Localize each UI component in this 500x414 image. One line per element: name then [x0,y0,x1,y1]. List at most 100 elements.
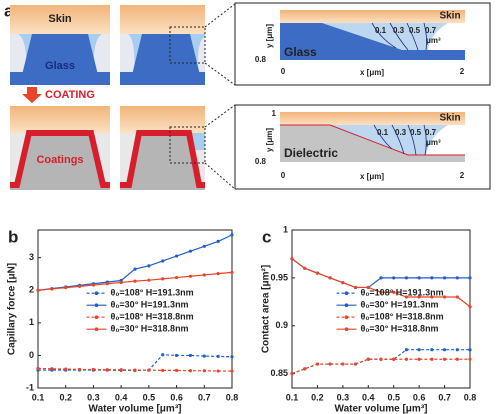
y-tick-label: 3 [29,252,34,262]
y-tick-label: 0.9 [275,320,288,330]
legend-label: θ₀=30° H=191.3nm [361,300,439,310]
data-point [50,287,54,291]
data-point [105,282,109,286]
data-point [119,280,123,285]
data-point [442,357,447,361]
volume-label: 0.1 [375,26,387,35]
data-point [392,290,396,294]
data-point [174,254,179,258]
data-point [430,348,434,352]
coating-label: Coatings [36,154,83,166]
x-tick-label: 2 [460,67,465,76]
data-point [315,271,320,275]
legend-label: θ₀=108° H=318.8nm [111,312,194,322]
data-point [315,362,320,366]
data-point [328,276,332,280]
x-tick-label: 0.5 [387,392,400,402]
x-tick-label: 0.4 [115,392,128,402]
line-chart: b 0.1 0.2 0.3 0.4 0.5 0.6 0.7 0.8 -1 0 1 2 3 Water vol… [7,227,239,414]
data-point [216,272,220,276]
data-point [174,368,179,373]
volume-label: 0.5 [409,26,421,35]
x-tick-label: 2 [460,171,465,180]
data-point [202,354,206,358]
y-tick-label: 2 [29,285,34,295]
x-tick-label: 0.2 [311,392,324,402]
legend-marker [344,327,349,332]
data-point [230,355,234,359]
panel-label: c [262,227,271,246]
data-point [188,249,193,253]
x-axis-label: Water volume [μm³] [89,404,182,414]
panel-label: b [8,227,18,246]
y-axis-label: Contact area [μm²] [261,265,272,353]
line-chart: c 0.1 0.2 0.3 0.4 0.5 0.6 0.7 0.8 0.85 0.9 0.95 1 Wat… [261,224,477,414]
data-point [303,266,307,270]
data-point [161,259,165,263]
data-point [230,233,234,237]
legend-marker [94,327,99,332]
data-point [303,367,307,371]
data-point [341,362,345,366]
y-tick-label: 1 [283,224,288,234]
data-point [442,295,447,299]
legend-marker [344,291,349,296]
y-axis-label: y [μm] [265,24,274,48]
volume-label: 0.3 [395,128,407,137]
data-point [417,348,421,352]
x-axis-label: Water volume [μm³] [335,404,428,414]
data-point [404,276,409,280]
glass-label: Glass [45,60,75,72]
volume-label: 0.7 [425,128,437,137]
series-line [291,349,470,375]
x-tick-label: 0.2 [59,392,72,402]
data-point [133,279,137,283]
data-point [216,354,220,358]
data-point [442,348,447,352]
x-tick-label: 0.8 [226,392,239,402]
data-point [202,244,206,248]
data-point [455,295,459,299]
data-point [147,278,151,282]
plot-frame [291,229,471,389]
data-point [105,368,109,372]
data-point [188,369,193,373]
data-point [50,367,54,371]
coated-schematic: Coatings [10,106,110,190]
x-axis-label: x [μm] [360,68,384,77]
data-point [392,357,396,361]
data-point [147,368,151,372]
data-point [64,367,68,371]
data-point [468,276,472,280]
data-point [133,267,137,271]
legend-label: θ₀=108° H=191.3nm [111,288,194,298]
panel-label: a [4,1,14,20]
volume-label: 0.3 [393,26,405,35]
data-point [290,372,294,376]
data-point [392,276,396,280]
y-tick-label: -1 [26,382,34,392]
x-tick-label: 0.6 [413,392,426,402]
material-label: Glass [284,45,317,59]
data-point [36,288,40,292]
data-point [417,295,421,299]
x-tick-label: 0.1 [32,392,45,402]
x-tick-label: 0.3 [337,392,350,402]
data-point [353,285,358,290]
x-axis-label: x [μm] [360,172,384,181]
data-point [216,369,220,373]
skin-label: Skin [439,11,460,22]
x-tick-label: 0.3 [87,392,100,402]
legend-label: θ₀=108° H=191.3nm [361,288,444,298]
glass-schematic-zoomed [120,3,236,86]
x-tick-label: 0.4 [362,392,375,402]
x-tick-label: 0.7 [438,392,451,402]
data-point [468,357,472,361]
data-point [230,270,234,274]
data-point [147,264,151,268]
data-point [188,353,193,358]
unit-label: μm³ [426,138,441,147]
x-tick-label: 0.8 [464,392,477,402]
y-tick-label: 0 [29,350,34,360]
data-point [468,305,472,309]
